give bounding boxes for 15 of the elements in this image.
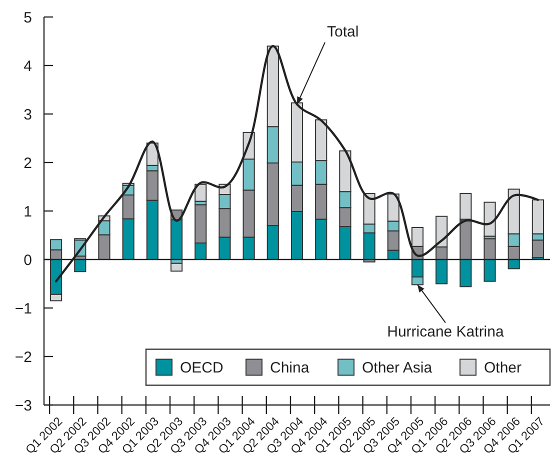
y-tick-label: −3 [14,397,32,414]
legend-label: OECD [180,359,224,376]
y-tick-label: −2 [14,348,32,366]
legend-label: Other [484,359,522,376]
annotation: Total [327,23,359,40]
y-tick-label: 4 [24,58,32,75]
y-tick-label: 1 [24,203,32,220]
legend-label: China [270,359,310,376]
y-tick-label: 2 [24,154,32,172]
y-tick-label: 0 [24,252,32,269]
y-tick-label: 3 [24,106,32,124]
annotation: Hurricane Katrina [387,324,504,341]
y-tick-label: 5 [24,9,32,26]
y-tick-label: −1 [14,300,32,318]
legend-label: Other Asia [362,359,433,376]
